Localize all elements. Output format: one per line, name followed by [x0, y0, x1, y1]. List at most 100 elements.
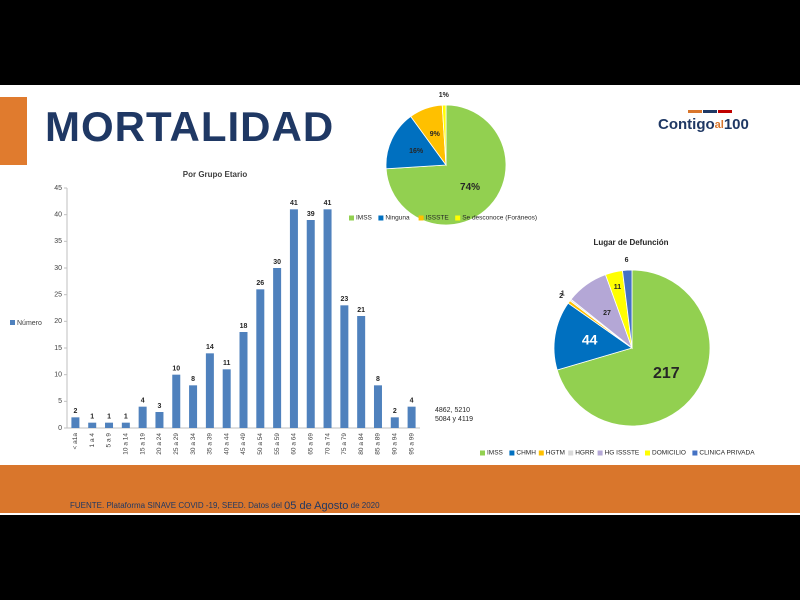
y-tick-label: 0 [58, 425, 62, 432]
data-label: 14 [206, 344, 214, 351]
bar [390, 417, 399, 428]
chart-title: Por Grupo Etario [183, 170, 248, 179]
x-tick-label: 60 a 64 [291, 433, 298, 455]
data-label: 2 [73, 408, 77, 415]
chart-title: Lugar de Defunción [593, 238, 668, 247]
legend-swatch [418, 215, 424, 221]
legend-label: CLINICA PRIVADA [699, 450, 755, 457]
accent-bar [0, 97, 27, 165]
data-label: 4 [141, 398, 145, 405]
bar [172, 374, 181, 428]
bar [256, 289, 265, 428]
data-label: 1 [561, 291, 565, 298]
legend-swatch [538, 450, 544, 456]
bar [71, 417, 80, 428]
bar [88, 422, 97, 428]
logo-word: 100 [724, 116, 749, 133]
bar [373, 385, 382, 428]
legend-swatch [509, 450, 515, 456]
x-tick-label: 1 a 4 [89, 433, 96, 448]
data-label: 1% [439, 92, 450, 99]
logo-text: Contigoal100 [658, 116, 749, 133]
bar [121, 422, 130, 428]
legend-label: HGTM [546, 450, 565, 457]
data-label: 1 [124, 414, 128, 421]
y-tick-label: 30 [54, 265, 62, 272]
pie-slice [553, 302, 633, 371]
data-label: 1 [90, 414, 94, 421]
data-label: 41 [324, 200, 332, 207]
data-label: 11 [223, 360, 231, 367]
data-label: 26 [256, 280, 264, 287]
annotation: 5084 y 4119 [435, 416, 473, 423]
data-label: 6 [625, 257, 629, 264]
logo-stripe [688, 110, 702, 113]
y-tick-label: 5 [58, 398, 62, 405]
data-label: 41 [290, 200, 298, 207]
legend-swatch [455, 215, 461, 221]
x-tick-label: 10 a 14 [123, 433, 130, 455]
data-label: 9% [430, 131, 441, 138]
data-label: 1 [107, 414, 111, 421]
data-label: 21 [357, 307, 365, 314]
x-tick-label: 75 a 79 [341, 433, 348, 455]
y-tick-label: 10 [54, 372, 62, 379]
data-label: 30 [273, 259, 281, 266]
legend-label: HG ISSSTE [605, 450, 640, 457]
y-tick-label: 40 [54, 212, 62, 219]
x-tick-label: 40 a 44 [223, 433, 230, 455]
legend-swatch [568, 450, 574, 456]
y-tick-label: 25 [54, 292, 62, 299]
data-label: 27 [603, 310, 611, 317]
bar [357, 316, 366, 428]
data-label: 74% [460, 182, 480, 193]
bar [289, 209, 298, 428]
pie-slice [556, 269, 711, 427]
logo: Contigoal100 [658, 110, 749, 133]
legend-label: IMSS [487, 450, 504, 457]
pie-slice [622, 269, 633, 349]
bar [340, 305, 349, 428]
y-tick-label: 45 [54, 185, 62, 192]
x-tick-label: < a1a [72, 433, 79, 450]
legend-swatch [349, 215, 354, 221]
data-label: 217 [653, 365, 680, 382]
data-label: 10 [172, 366, 180, 373]
legend-swatch [597, 450, 603, 456]
legend-label: DOMICILIO [652, 450, 686, 457]
x-tick-label: 65 a 69 [307, 433, 314, 455]
x-tick-label: 20 a 24 [156, 433, 163, 455]
data-label: 16% [409, 148, 424, 155]
data-label: 2 [393, 408, 397, 415]
legend-label: HGRR [575, 450, 594, 457]
bar [155, 412, 164, 428]
x-tick-label: 30 a 34 [190, 433, 197, 455]
legend-label: ISSSTE [426, 215, 450, 222]
x-tick-label: 55 a 59 [274, 433, 281, 455]
slide-title: MORTALIDAD [45, 103, 334, 150]
logo-stripe [718, 110, 732, 113]
footer-source: FUENTE. Plataforma SINAVE COVID -19, SEE… [70, 501, 282, 510]
bar [407, 406, 416, 428]
bar [205, 353, 214, 428]
bar [138, 406, 147, 428]
bar [323, 209, 332, 428]
data-label: 8 [376, 376, 380, 383]
footer-text: FUENTE. Plataforma SINAVE COVID -19, SEE… [70, 500, 380, 512]
data-label: 2 [559, 293, 563, 300]
x-tick-label: 85 a 89 [375, 433, 382, 455]
legend-label: CHMH [516, 450, 536, 457]
bar [273, 268, 282, 428]
footer-band [0, 465, 800, 513]
data-label: 18 [240, 323, 248, 330]
footer-date: 05 de Agosto [284, 500, 348, 512]
y-tick-label: 15 [54, 345, 62, 352]
x-tick-label: 5 a 9 [106, 433, 113, 448]
x-tick-label: 15 a 19 [139, 433, 146, 455]
data-label: 39 [307, 211, 315, 218]
legend-swatch [645, 450, 650, 456]
annotation: 4862, 5210 [435, 407, 470, 414]
x-tick-label: 95 a 99 [408, 433, 415, 455]
data-label: 3 [157, 403, 161, 410]
